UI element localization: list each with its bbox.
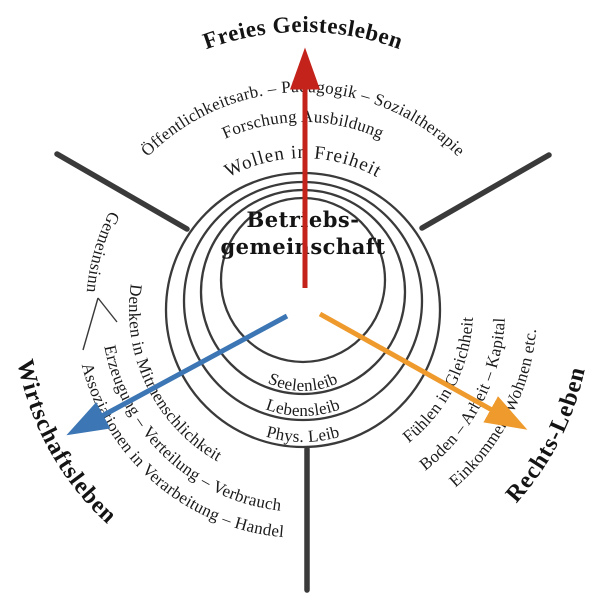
legal-arrow [318,311,528,430]
economic-arrow-shaft [66,313,289,436]
spiritual-sector-title: Freies Geistesleben [200,12,407,54]
sector-divider-left [54,151,190,232]
sector-dividers [54,151,552,593]
life-body-ring-label: Lebensleib [264,395,343,420]
gemeinsinn-connectors [82,297,118,351]
economic-sector-title: Wirtschaftsleben [11,357,122,529]
economic-arrow [66,313,289,436]
physical-body-ring-label: Phys. Leib [265,422,342,446]
sector-divider-right [419,152,552,231]
gemeinsinn-branch-to-assoziationen [82,297,99,351]
gemeinsinn-branch-to-erzeugung [97,297,118,323]
gemeinsinn-label: Gemeinsinn [83,209,124,294]
legal-arrow-shaft [318,311,528,430]
